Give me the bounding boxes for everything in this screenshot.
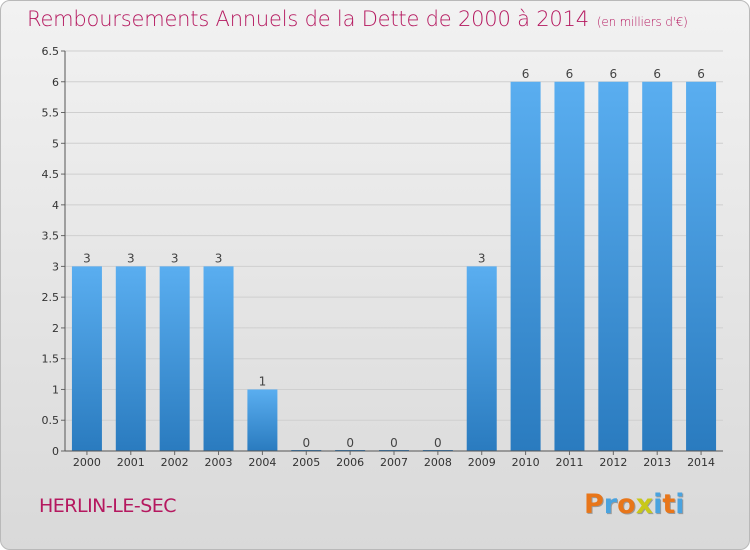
- x-tick-label: 2012: [599, 456, 627, 469]
- bar: [71, 266, 102, 451]
- x-tick-label: 2004: [248, 456, 276, 469]
- bar: [686, 81, 717, 452]
- data-label: 6: [610, 67, 618, 81]
- commune-name: HERLIN-LE-SEC: [39, 495, 177, 517]
- x-tick-label: 2009: [468, 456, 496, 469]
- x-tick-label: 2014: [687, 456, 715, 469]
- y-tick-label: 5.5: [42, 107, 60, 120]
- bar: [510, 81, 541, 452]
- chart-title-text: Remboursements Annuels de la Dette de 20…: [27, 7, 589, 31]
- data-label: 3: [215, 251, 223, 265]
- y-tick-label: 1.5: [42, 353, 60, 366]
- data-label: 0: [346, 436, 354, 450]
- bar: [642, 81, 673, 452]
- x-tick-label: 2000: [73, 456, 101, 469]
- bar: [203, 266, 234, 451]
- bar: [247, 389, 278, 451]
- y-tick-label: 4.5: [42, 168, 60, 181]
- tick-labels: 0 0.5 1 1.5 2 2.5 3 3.5 4 4.5 5 5.5 6 6.5 3 2000 3 2001 3 2…: [42, 45, 716, 469]
- y-tick-label: 0.5: [42, 414, 60, 427]
- y-tick-label: 4: [52, 199, 59, 212]
- bar: [598, 81, 629, 452]
- x-tick-label: 2002: [161, 456, 189, 469]
- y-tick-label: 3.5: [42, 230, 60, 243]
- data-label: 3: [171, 251, 179, 265]
- x-tick-label: 2007: [380, 456, 408, 469]
- x-tick-label: 2005: [292, 456, 320, 469]
- y-tick-label: 1: [52, 383, 59, 396]
- y-tick-label: 2.5: [42, 291, 60, 304]
- y-tick-label: 6: [52, 76, 59, 89]
- data-label: 3: [83, 251, 91, 265]
- data-label: 0: [302, 436, 310, 450]
- data-label: 0: [390, 436, 398, 450]
- logo-letter: i: [653, 489, 663, 520]
- bars: [71, 81, 717, 452]
- bar: [466, 266, 497, 451]
- x-tick-label: 2011: [555, 456, 583, 469]
- y-tick-label: 0: [52, 445, 59, 458]
- y-tick-label: 6.5: [42, 45, 60, 58]
- data-label: 3: [127, 251, 135, 265]
- logo-letter: x: [635, 489, 654, 520]
- x-tick-label: 2008: [424, 456, 452, 469]
- data-label: 6: [522, 67, 530, 81]
- x-tick-label: 2001: [117, 456, 145, 469]
- bar: [554, 81, 585, 452]
- data-label: 6: [653, 67, 661, 81]
- logo-letter: r: [603, 489, 618, 520]
- x-tick-label: 2006: [336, 456, 364, 469]
- logo-letter: o: [617, 489, 636, 520]
- y-tick-label: 3: [52, 260, 59, 273]
- data-label: 0: [434, 436, 442, 450]
- y-tick-label: 2: [52, 322, 59, 335]
- chart-title-unit: (en milliers d'€): [596, 15, 688, 29]
- y-tick-label: 5: [52, 137, 59, 150]
- data-label: 6: [566, 67, 574, 81]
- x-tick-label: 2003: [205, 456, 233, 469]
- x-tick-label: 2010: [512, 456, 540, 469]
- x-tick-label: 2013: [643, 456, 671, 469]
- logo-letter: P: [584, 489, 604, 520]
- bar: [159, 266, 190, 451]
- logo-letter: t: [662, 489, 676, 520]
- bar: [115, 266, 146, 451]
- logo-letter: i: [675, 489, 685, 520]
- chart-title: Remboursements Annuels de la Dette de 20…: [27, 7, 688, 31]
- data-label: 3: [478, 251, 486, 265]
- axes: [61, 50, 723, 455]
- data-label: 1: [259, 374, 267, 388]
- data-label: 6: [697, 67, 705, 81]
- proxiti-logo: Proxiti: [584, 489, 685, 520]
